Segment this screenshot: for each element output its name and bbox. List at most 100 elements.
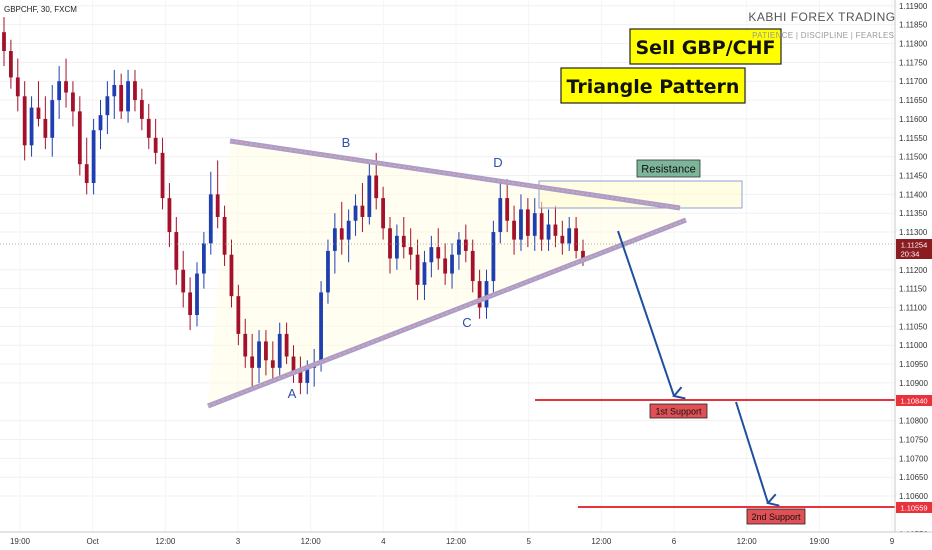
time-axis[interactable]	[0, 532, 932, 550]
arrow-down-1	[617, 230, 686, 400]
point-label-d: D	[493, 155, 502, 170]
symbol-label[interactable]: GBPCHF, 30, FXCM	[4, 5, 77, 14]
x-tick-label: 4	[381, 537, 386, 546]
candle	[257, 330, 261, 383]
candle-body	[360, 205, 365, 217]
y-tick-label: 1.11650	[899, 96, 928, 105]
candle-body	[415, 254, 420, 285]
candle-body	[29, 107, 34, 146]
candle-body	[229, 254, 234, 297]
candle	[167, 183, 172, 248]
x-tick-label: 9	[890, 537, 895, 546]
candle	[346, 209, 351, 263]
candle	[146, 103, 151, 150]
candle-body	[353, 205, 358, 221]
candle-body	[567, 228, 572, 244]
candle	[394, 224, 399, 270]
candle-body	[546, 224, 551, 240]
candle-body	[539, 213, 544, 240]
candle	[381, 186, 386, 240]
y-tick-label: 1.11750	[899, 58, 928, 67]
candle	[98, 100, 103, 150]
x-tick-label: 19:00	[809, 537, 830, 546]
y-tick-label: 1.11000	[899, 341, 928, 350]
candle	[188, 277, 193, 331]
candle	[512, 205, 516, 255]
candle	[388, 216, 392, 274]
candle	[64, 58, 68, 108]
candle-body	[77, 111, 82, 165]
candle	[450, 243, 454, 289]
candle	[470, 239, 475, 293]
svg-text:1st Support: 1st Support	[655, 407, 702, 417]
candle	[567, 216, 572, 251]
candle-body	[36, 107, 41, 119]
candle-body	[498, 198, 503, 233]
svg-text:1.10559: 1.10559	[900, 504, 927, 513]
candle-body	[477, 281, 482, 308]
candle	[133, 69, 137, 112]
price-axis[interactable]	[895, 0, 932, 532]
candle	[50, 84, 55, 157]
x-tick-label: 19:00	[10, 537, 31, 546]
candle-body	[15, 77, 20, 97]
candle-body	[126, 81, 130, 112]
candle	[429, 235, 434, 278]
y-tick-label: 1.11550	[899, 134, 928, 143]
pattern-title-box: Triangle Pattern	[560, 67, 746, 104]
candle-body	[167, 198, 172, 233]
candle	[105, 81, 110, 134]
candle-body	[8, 51, 13, 78]
candle	[236, 284, 241, 346]
y-tick-label: 1.11500	[899, 153, 928, 162]
candle-body	[43, 118, 48, 138]
svg-text:2nd Support: 2nd Support	[751, 512, 801, 522]
candle-body	[133, 81, 137, 101]
candle-body	[270, 360, 275, 368]
candle	[553, 205, 558, 248]
candle-body	[339, 228, 344, 240]
x-tick-label: 12:00	[155, 537, 176, 546]
candle-body	[201, 243, 206, 274]
brand-tagline: PATIENCE | DISCIPLINE | FEARLESS	[752, 31, 900, 40]
candle	[119, 73, 124, 119]
svg-text:Resistance: Resistance	[641, 164, 695, 176]
candle-body	[277, 333, 282, 368]
candle-body	[91, 130, 96, 184]
candle-body	[346, 220, 351, 240]
candle	[2, 17, 6, 67]
svg-text:1.10840: 1.10840	[900, 397, 927, 406]
candle-body	[2, 32, 6, 52]
x-tick-label: 3	[236, 537, 241, 546]
candle-body	[305, 367, 310, 383]
point-label-a: A	[288, 386, 297, 401]
candle-body	[71, 92, 75, 112]
candle	[243, 318, 248, 368]
candle-body	[160, 152, 165, 199]
support-2-price-marker: 1.10559	[896, 502, 932, 513]
x-tick-label: Oct	[86, 537, 99, 546]
svg-text:Triangle Pattern: Triangle Pattern	[567, 76, 740, 98]
y-tick-label: 1.11600	[899, 115, 928, 124]
candle-body	[250, 356, 255, 368]
candle-body	[105, 96, 110, 116]
candle	[491, 220, 496, 293]
candle	[126, 69, 130, 123]
x-tick-label: 6	[672, 537, 677, 546]
candle	[546, 209, 551, 251]
candle	[353, 194, 358, 236]
point-label-c: C	[462, 315, 471, 330]
candle-body	[153, 137, 158, 153]
support-1-label: 1st Support	[649, 403, 708, 419]
candle-body	[381, 198, 386, 229]
candle	[367, 160, 372, 225]
candle-body	[450, 254, 454, 274]
candle-body	[443, 258, 448, 274]
candle	[298, 356, 303, 395]
candle	[415, 239, 420, 300]
x-tick-label: 12:00	[301, 537, 322, 546]
title-sell-box: Sell GBP/CHF	[629, 28, 782, 65]
x-tick-label: 5	[526, 537, 531, 546]
candle-body	[484, 281, 489, 308]
